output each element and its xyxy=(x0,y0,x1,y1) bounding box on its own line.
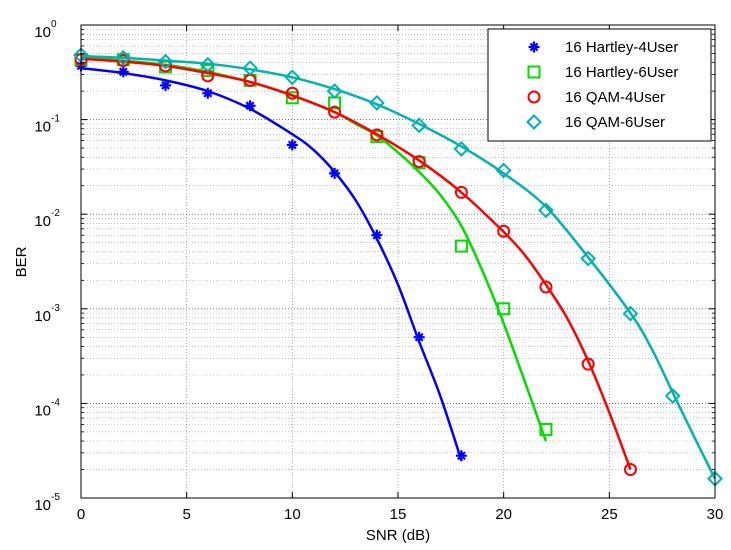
data-point xyxy=(538,202,554,219)
legend-label: 16 QAM-4User xyxy=(565,89,665,106)
legend-entry: 16 QAM-4User xyxy=(527,89,665,106)
x-tick-label: 15 xyxy=(390,506,407,523)
legend-label: 16 Hartley-4User xyxy=(565,39,678,56)
y-tick-label: 10 -4 xyxy=(34,397,60,419)
data-point xyxy=(201,64,215,78)
y-tick-base: 10 xyxy=(34,213,51,230)
data-point xyxy=(539,280,553,294)
y-tick-label: 10 0 xyxy=(34,19,57,41)
y-tick-label: 10 -5 xyxy=(34,492,60,514)
data-point xyxy=(285,86,299,100)
data-point xyxy=(497,302,511,316)
data-point xyxy=(328,105,342,119)
data-point xyxy=(453,140,470,157)
x-axis-title: SNR (dB) xyxy=(366,527,430,544)
series-group xyxy=(73,47,723,487)
data-point xyxy=(284,69,301,86)
data-point xyxy=(286,139,298,151)
x-tick-label: 5 xyxy=(182,506,190,523)
legend-box xyxy=(487,28,712,142)
legend-marker xyxy=(527,90,541,104)
legend-label: 16 QAM-6User xyxy=(565,114,665,131)
y-tick-base: 10 xyxy=(34,497,51,514)
data-point xyxy=(326,83,343,100)
legend-marker xyxy=(528,41,540,53)
data-point xyxy=(495,162,512,179)
data-point xyxy=(202,87,214,99)
legend-label: 16 Hartley-6User xyxy=(565,64,678,81)
y-tick-base: 10 xyxy=(34,24,51,41)
data-point xyxy=(244,100,256,112)
data-point xyxy=(622,305,639,322)
y-tick-exponent: -1 xyxy=(51,114,60,125)
data-point xyxy=(242,60,258,77)
data-point xyxy=(623,463,637,477)
y-tick-label: 10 -1 xyxy=(34,114,60,136)
y-tick-exponent: -3 xyxy=(51,303,60,314)
y-axis-title: BER xyxy=(13,246,30,277)
data-point xyxy=(580,250,597,267)
data-point xyxy=(371,229,383,241)
x-tick-label: 20 xyxy=(495,506,512,523)
data-point xyxy=(411,117,428,134)
series-line xyxy=(80,54,717,480)
x-tick-label: 0 xyxy=(77,506,85,523)
data-point xyxy=(455,450,467,462)
legend-marker xyxy=(527,65,541,79)
legend-marker xyxy=(526,114,542,130)
data-point xyxy=(160,79,172,91)
data-point xyxy=(581,357,595,371)
legend-entry: 16 QAM-6User xyxy=(526,114,665,131)
y-tick-exponent: -2 xyxy=(51,208,60,219)
data-point xyxy=(370,128,384,142)
data-point xyxy=(454,239,468,253)
data-point xyxy=(157,53,174,70)
y-tick-base: 10 xyxy=(34,402,51,419)
y-tick-base: 10 xyxy=(34,308,51,325)
legend-entry: 16 Hartley-6User xyxy=(527,64,678,81)
y-tick-base: 10 xyxy=(34,119,51,136)
series-line xyxy=(80,57,632,470)
data-point xyxy=(539,422,553,436)
data-point xyxy=(368,95,385,111)
y-tick-exponent: -4 xyxy=(51,397,60,408)
data-point xyxy=(115,49,132,66)
x-tick-labels: 0 5 10 15 20 25 30 xyxy=(77,506,724,523)
data-point xyxy=(199,56,216,73)
y-tick-exponent: 0 xyxy=(51,19,57,30)
data-point xyxy=(454,185,468,199)
y-tick-label: 10 -2 xyxy=(34,208,60,230)
x-tick-label: 25 xyxy=(601,506,618,523)
data-point xyxy=(497,224,511,238)
data-point xyxy=(117,66,129,78)
y-tick-label: 10 -3 xyxy=(34,303,60,325)
x-tick-label: 30 xyxy=(707,506,724,523)
data-point xyxy=(664,387,681,404)
y-tick-exponent: -5 xyxy=(51,492,60,503)
data-point xyxy=(329,167,341,179)
data-point xyxy=(413,331,425,343)
data-point xyxy=(412,155,426,169)
axis-ticks xyxy=(80,24,716,499)
x-tick-label: 10 xyxy=(284,506,301,523)
legend: 16 Hartley-4User 16 Hartley-6User 16 QAM-4… xyxy=(487,28,712,142)
legend-entry: 16 Hartley-4User xyxy=(528,39,678,56)
data-point xyxy=(116,54,130,68)
